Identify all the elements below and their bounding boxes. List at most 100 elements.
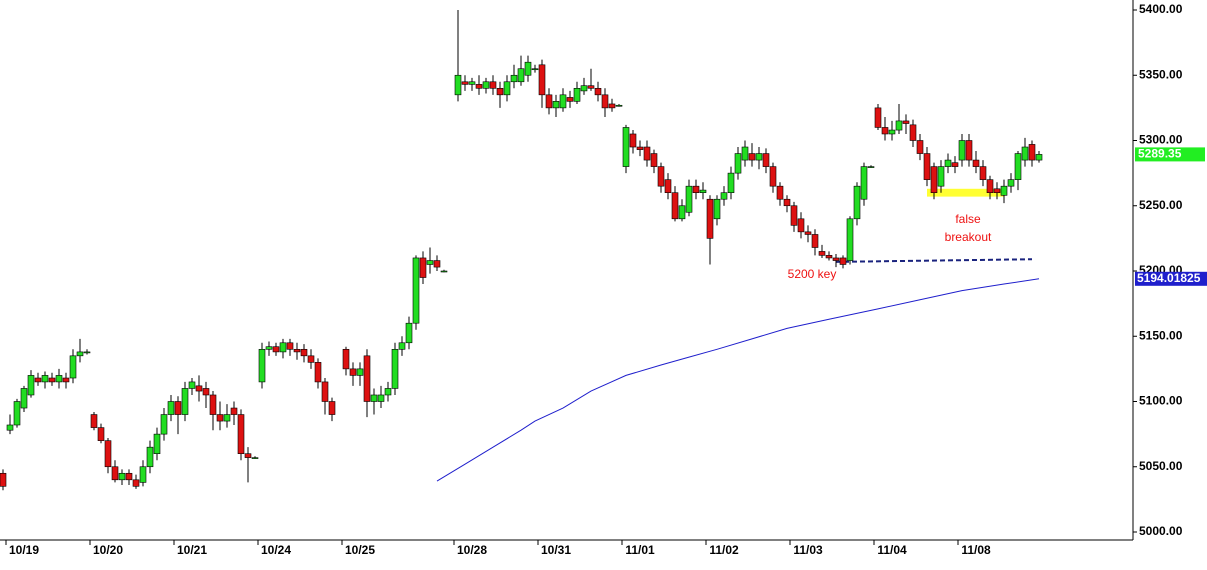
candle-body [62, 377, 70, 383]
candle-body [69, 355, 77, 379]
candle-body [902, 120, 910, 124]
candle-body [41, 375, 49, 383]
candle-body [594, 88, 602, 96]
annotation: 5200 key [788, 267, 837, 281]
candle-body [139, 466, 147, 483]
candle-body [20, 388, 28, 409]
candle-body [90, 414, 98, 428]
candle-body [552, 101, 560, 109]
x-tick-label: 10/31 [541, 543, 571, 557]
candle-body [923, 153, 931, 180]
candle-body [377, 394, 385, 402]
candle-body [713, 198, 721, 220]
last-price-box [1135, 147, 1205, 162]
candle-body [391, 348, 399, 389]
candle-body [104, 440, 112, 468]
candle-body [468, 81, 476, 85]
candle-body [202, 388, 210, 396]
y-tick-label: 5150.00 [1139, 328, 1183, 342]
candle-body [545, 94, 553, 109]
candle-body [272, 346, 280, 353]
candle-body [412, 257, 420, 324]
candle-body [244, 453, 252, 458]
candle-body [951, 162, 959, 167]
x-tick-label: 10/20 [93, 543, 123, 557]
candle-body [860, 166, 868, 200]
y-tick-label: 5100.00 [1139, 394, 1183, 408]
candle-body [972, 159, 980, 167]
candle-body [482, 81, 490, 89]
candle-body [678, 205, 686, 220]
candle-body [426, 260, 434, 265]
candle-body [55, 375, 63, 383]
candle-body [601, 94, 609, 109]
candle-body [685, 185, 693, 213]
candle-body [321, 381, 329, 402]
moving-average [436, 278, 1040, 482]
candle-body [587, 85, 595, 89]
candle-body [881, 127, 889, 135]
candle-body [489, 81, 497, 89]
x-tick-label: 10/21 [177, 543, 207, 557]
candle-body [531, 68, 539, 71]
candle-body [797, 218, 805, 233]
candle-body [0, 472, 7, 487]
candle-body [384, 388, 392, 396]
candle-body [664, 179, 672, 193]
candle-body [643, 146, 651, 161]
last-price-label: 5289.35 [1138, 147, 1182, 161]
x-tick-label: 11/04 [877, 543, 907, 557]
candle-body [727, 172, 735, 194]
candle-body [251, 457, 259, 459]
candle-body [286, 342, 294, 350]
x-tick-label: 11/03 [793, 543, 823, 557]
y-tick-label: 5000.00 [1139, 524, 1183, 538]
candle-body [328, 401, 336, 415]
x-tick-label: 10/28 [457, 543, 487, 557]
candle-body [307, 355, 315, 363]
candle-body [160, 414, 168, 435]
candle-body [440, 270, 448, 273]
x-tick-label: 11/01 [625, 543, 655, 557]
candle-body [916, 140, 924, 154]
candle-body [496, 88, 504, 96]
candle-body [342, 348, 350, 370]
candle-body [790, 205, 798, 226]
candle-body [419, 257, 427, 278]
candle-body [363, 355, 371, 402]
candle-body [132, 479, 140, 487]
candle-body [174, 401, 182, 415]
candle-body [461, 81, 469, 85]
candle-body [692, 185, 700, 194]
candle-body [517, 68, 525, 83]
candle-body [867, 166, 875, 168]
highlight-zone [927, 188, 1004, 197]
candle-body [804, 231, 812, 235]
candle-body [83, 351, 91, 354]
candle-body [825, 255, 833, 259]
candle-body [650, 153, 658, 167]
annotation: false [955, 212, 981, 226]
candle-body [1028, 144, 1036, 161]
candle-body [34, 377, 42, 383]
candle-body [1035, 154, 1043, 161]
candle-body [524, 61, 532, 76]
candle-body [706, 198, 714, 239]
candle-body [27, 375, 35, 396]
candle-body [811, 234, 819, 248]
candle-body [979, 166, 987, 180]
candle-body [608, 103, 616, 109]
candle-body [622, 127, 630, 167]
candle-body [314, 362, 322, 383]
x-tick-label: 11/08 [961, 543, 991, 557]
candle-body [818, 251, 826, 256]
x-tick-label: 10/19 [9, 543, 39, 557]
candle-body [48, 377, 56, 383]
ma-price-label: 5194.01825 [1137, 271, 1201, 285]
candle-body [349, 368, 357, 376]
candle-body [755, 153, 763, 161]
candle-body [146, 446, 154, 468]
candle-body [895, 120, 903, 131]
candle-body [230, 407, 238, 415]
